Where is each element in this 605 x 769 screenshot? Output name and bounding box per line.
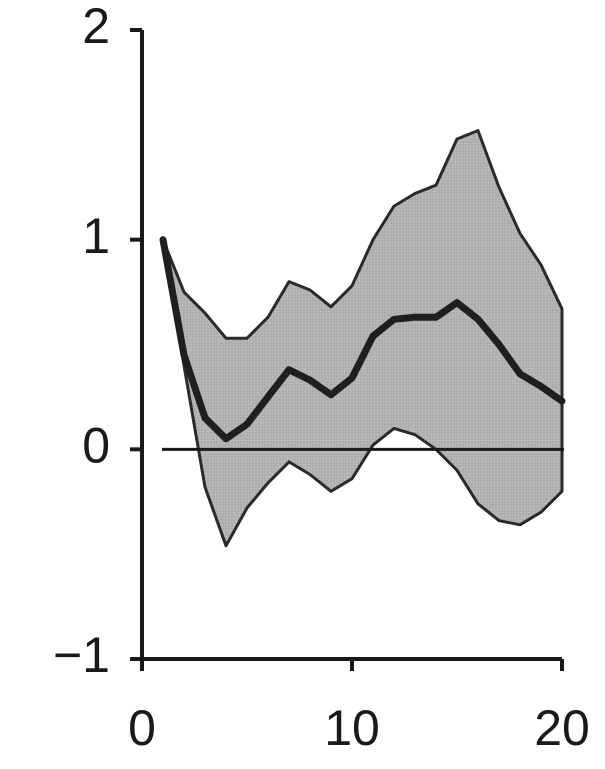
mean-response-line	[159, 236, 566, 443]
x-tick-label: 20	[534, 700, 590, 756]
x-axis-ticks: 0 10 20	[128, 659, 590, 756]
x-tick-label: 10	[324, 700, 380, 756]
y-tick-label: 0	[82, 418, 110, 474]
y-tick-label: 2	[82, 0, 110, 54]
confidence-band	[161, 129, 564, 548]
y-axis-ticks: 2 1 0 −1	[53, 0, 142, 683]
x-tick-label: 0	[128, 700, 156, 756]
y-tick-label: 1	[82, 208, 110, 264]
y-tick-label: −1	[53, 627, 110, 683]
